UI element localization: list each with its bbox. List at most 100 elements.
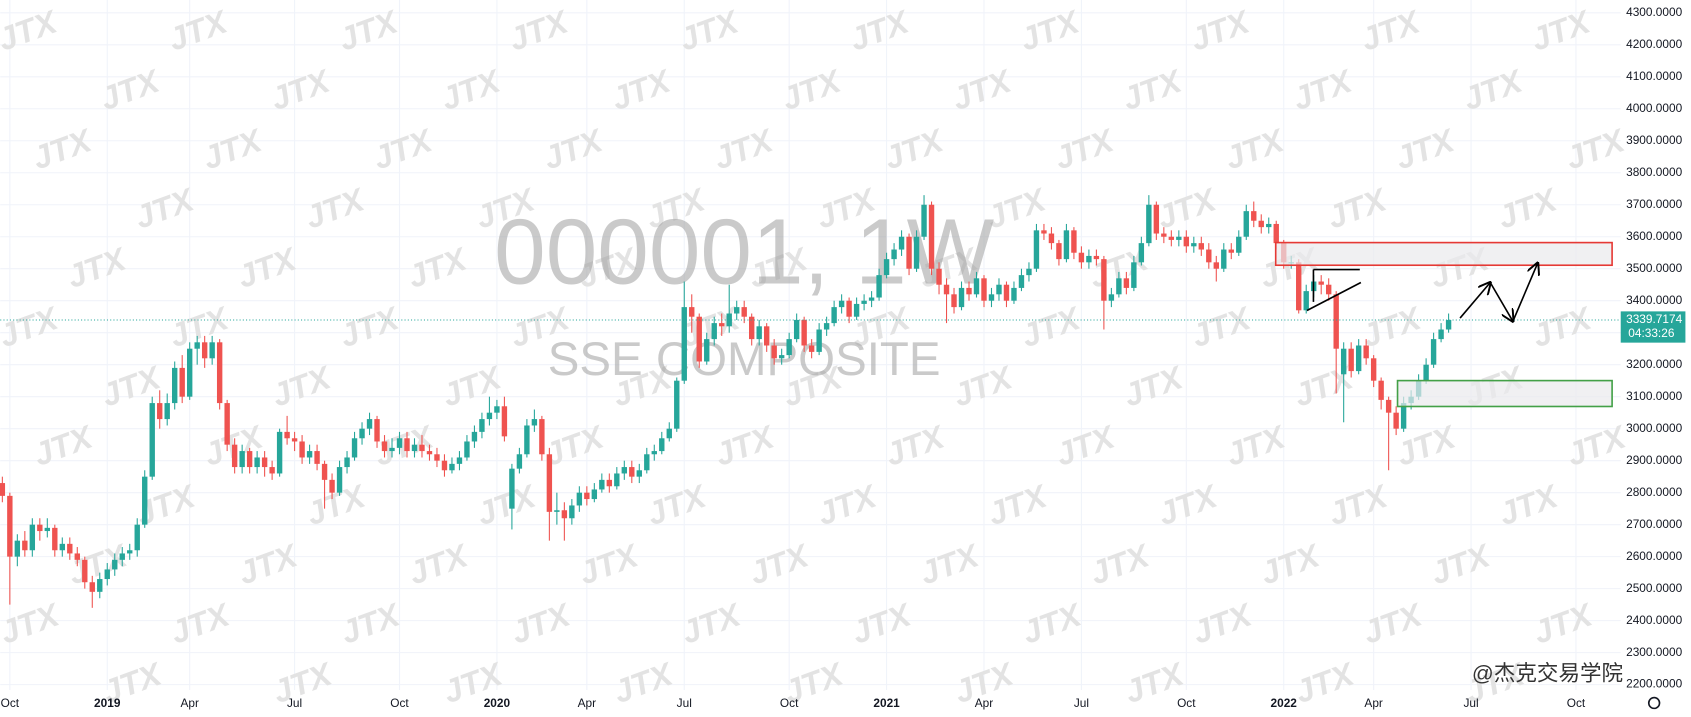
candle-body bbox=[943, 284, 950, 295]
y-tick-label: 2400.0000 bbox=[1626, 613, 1682, 627]
candle-body bbox=[434, 454, 440, 461]
candle-body bbox=[861, 300, 867, 304]
candle-body bbox=[696, 316, 702, 362]
candle-body bbox=[606, 479, 613, 487]
candle-body bbox=[928, 204, 935, 269]
candle-body bbox=[179, 367, 185, 397]
candle-body bbox=[711, 323, 717, 340]
candle-body bbox=[1273, 223, 1279, 244]
x-tick-label: Apr bbox=[1364, 696, 1383, 710]
candle-body bbox=[157, 403, 163, 420]
candle-body bbox=[1251, 211, 1257, 221]
x-tick-label: Jul bbox=[1074, 696, 1089, 710]
y-tick-label: 3500.0000 bbox=[1626, 261, 1682, 275]
x-tick-label: Oct bbox=[1177, 696, 1196, 710]
candle-body bbox=[1393, 412, 1399, 429]
candle-body bbox=[1123, 278, 1130, 288]
candle-body bbox=[636, 470, 642, 477]
candle-body bbox=[749, 316, 755, 340]
candle-body bbox=[194, 342, 200, 349]
candle-body bbox=[1430, 339, 1437, 365]
candle-body bbox=[411, 444, 418, 452]
candle-body bbox=[801, 319, 807, 346]
candle-body bbox=[261, 457, 268, 468]
candle-body bbox=[1303, 291, 1309, 311]
candle-body bbox=[1378, 380, 1384, 400]
candle-body bbox=[1423, 364, 1429, 381]
candle-body bbox=[966, 287, 972, 295]
candle-body bbox=[374, 419, 380, 442]
candle-body bbox=[981, 278, 987, 301]
candle-body bbox=[868, 297, 875, 301]
candle-body bbox=[14, 540, 21, 557]
projection-arrow bbox=[1489, 282, 1513, 321]
candle-body bbox=[321, 463, 328, 480]
candle-body bbox=[119, 553, 125, 560]
candle-body bbox=[464, 441, 470, 458]
candle-body bbox=[381, 441, 388, 452]
candle-body bbox=[396, 438, 403, 448]
candle-body bbox=[224, 403, 230, 445]
candle-body bbox=[689, 307, 695, 317]
candle-body bbox=[584, 492, 590, 500]
axes: 2200.0000 2300.0000 2400.0000 2500.0000 2600… bbox=[1, 5, 1686, 710]
candle-body bbox=[471, 431, 478, 442]
y-tick-label: 2300.0000 bbox=[1626, 645, 1682, 659]
candle-body bbox=[0, 483, 6, 496]
candle-body bbox=[561, 510, 568, 519]
candle-body bbox=[1221, 249, 1227, 269]
candle-body bbox=[486, 412, 493, 420]
candle-body bbox=[1348, 348, 1354, 372]
candle-body bbox=[306, 451, 313, 458]
candle-body bbox=[726, 313, 732, 327]
candle-body bbox=[1340, 348, 1347, 375]
projection-arrow bbox=[1459, 282, 1490, 319]
candle-body bbox=[996, 284, 1002, 295]
candle-body bbox=[1048, 233, 1055, 244]
candle-body bbox=[276, 431, 283, 474]
candle-body bbox=[284, 431, 290, 439]
x-tick-label: Oct bbox=[390, 696, 409, 710]
candle-body bbox=[1018, 275, 1025, 288]
candle-body bbox=[831, 307, 837, 324]
y-tick-label: 3100.0000 bbox=[1626, 389, 1682, 403]
candle-body bbox=[659, 438, 665, 452]
candle-body bbox=[1266, 223, 1272, 228]
candle-body bbox=[524, 425, 530, 455]
settings-gear[interactable] bbox=[1647, 696, 1661, 710]
y-tick-label: 2200.0000 bbox=[1626, 677, 1682, 691]
candle-body bbox=[1258, 220, 1264, 228]
candle-body bbox=[1161, 233, 1167, 237]
name-watermark: SSE COMPOSITE bbox=[548, 333, 941, 386]
candle-body bbox=[1071, 230, 1077, 253]
candle-body bbox=[344, 457, 350, 468]
candle-body bbox=[883, 259, 890, 276]
candle-body bbox=[816, 329, 822, 352]
candle-body bbox=[1116, 278, 1122, 295]
candle-body bbox=[1296, 262, 1302, 311]
candle-body bbox=[793, 319, 800, 340]
candle-body bbox=[823, 323, 830, 330]
x-tick-label: Apr bbox=[578, 696, 597, 710]
y-tick-label: 3600.0000 bbox=[1626, 229, 1682, 243]
candle-body bbox=[127, 550, 133, 554]
x-tick-label: Jul bbox=[1463, 696, 1478, 710]
candle-body bbox=[763, 326, 770, 346]
candle-body bbox=[756, 326, 762, 340]
candle-body bbox=[921, 204, 927, 237]
candle-body bbox=[1101, 259, 1107, 301]
settings-icon[interactable] bbox=[1647, 696, 1661, 710]
candle-body bbox=[1333, 294, 1339, 349]
candle-body bbox=[1153, 204, 1160, 234]
candle-body bbox=[67, 543, 73, 554]
candle-body bbox=[89, 582, 95, 592]
candle-body bbox=[1063, 230, 1070, 260]
candles bbox=[0, 195, 1621, 608]
candle-body bbox=[1138, 243, 1145, 263]
candle-body bbox=[314, 451, 320, 464]
candle-body bbox=[509, 468, 515, 509]
candle-body bbox=[231, 444, 238, 468]
y-tick-label: 4100.0000 bbox=[1626, 69, 1682, 83]
candle-body bbox=[674, 380, 680, 429]
